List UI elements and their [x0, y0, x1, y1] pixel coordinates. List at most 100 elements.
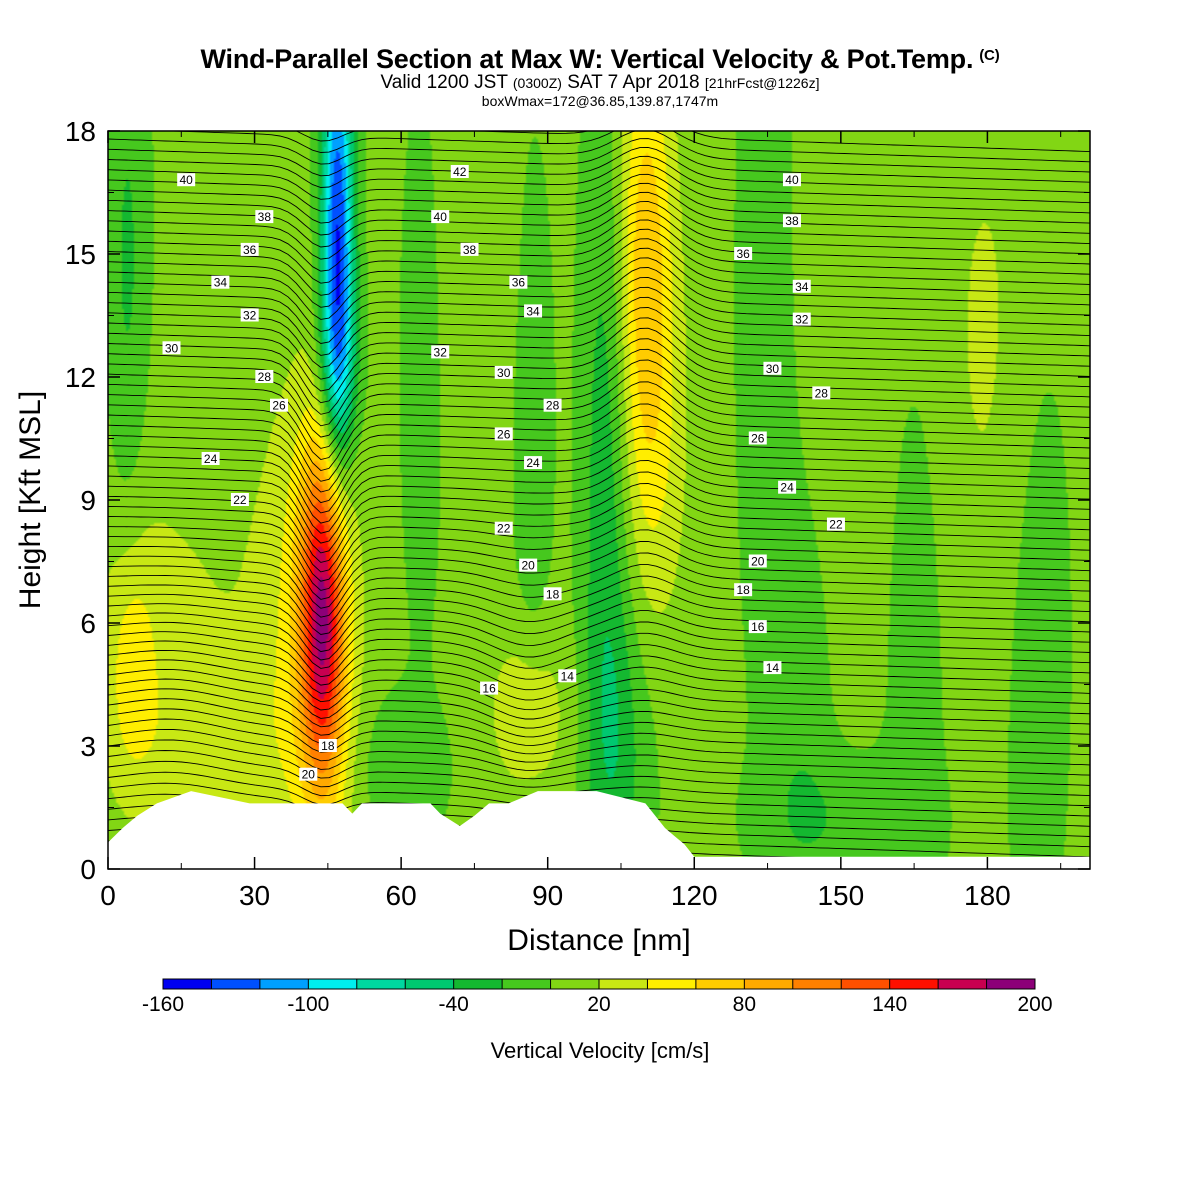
isentrope-label: 22	[230, 493, 249, 507]
isentrope-line	[108, 359, 1090, 449]
isentrope-label: 20	[748, 554, 767, 569]
isentrope-label-text: 14	[766, 661, 780, 675]
isentrope-label-bg	[734, 247, 753, 260]
colorbar-swatch	[599, 979, 648, 989]
isentrope-label-text: 40	[785, 173, 799, 187]
isentrope-label-text: 38	[258, 210, 272, 224]
isentrope-label-text: 20	[751, 555, 765, 569]
isentrope-line	[108, 621, 1090, 678]
isentrope-label-bg	[826, 517, 845, 531]
isentrope-line	[108, 173, 1090, 224]
isentrope-label: 30	[763, 361, 782, 376]
isentrope-label-text: 40	[179, 173, 193, 187]
isentrope-label: 32	[240, 308, 259, 323]
isentrope-label-bg	[269, 398, 288, 412]
colorbar-swatch	[744, 979, 794, 989]
isentrope-line	[108, 552, 1090, 618]
colorbar: -160 -100 -40 20 80 140 200	[142, 978, 1053, 1016]
isentrope-line	[108, 381, 1090, 471]
x-tick-label: 0	[100, 880, 116, 911]
isentrope-label-bg	[509, 275, 528, 289]
isentrope-label-text: 36	[243, 243, 257, 257]
isentrope-line	[108, 471, 1090, 554]
isentrope-label: 18	[543, 587, 562, 601]
chart-title: Wind-Parallel Section at Max W: Vertical…	[0, 44, 1200, 75]
isentrope-label: 36	[509, 275, 528, 290]
isentrope-label: 40	[177, 173, 196, 187]
isentrope-label-bg	[494, 365, 513, 379]
isentrope-label-text: 38	[463, 243, 477, 257]
isentrope-label-text: 22	[233, 493, 247, 507]
isentrope-line	[108, 131, 1090, 173]
isentrope-label: 34	[792, 279, 811, 294]
isentrope-line	[108, 327, 1090, 415]
isentrope-line	[108, 146, 1090, 193]
isentrope-line	[108, 276, 1090, 356]
isentrope-label: 38	[460, 242, 479, 257]
isentrope-label-bg	[763, 361, 782, 375]
isentrope-line	[108, 210, 1090, 272]
isentrope-label: 30	[494, 365, 513, 380]
isentrope-line	[108, 678, 1090, 729]
isentrope-label: 38	[255, 210, 274, 224]
isentrope-label-text: 30	[766, 362, 780, 376]
y-tick-label: 15	[65, 239, 96, 270]
isentrope-label-bg	[431, 345, 450, 359]
isentrope-label-bg	[255, 210, 274, 224]
isentrope-line	[108, 286, 1090, 368]
isentrope-label: 42	[450, 165, 469, 179]
isentrope-label-bg	[748, 554, 767, 568]
isentrope-line	[108, 593, 1090, 653]
isentrope-label: 28	[812, 386, 831, 400]
isentrope-line	[108, 584, 1090, 644]
isentrope-label-text: 24	[780, 481, 794, 495]
y-tick-label: 0	[80, 854, 96, 885]
isentrope-line	[108, 739, 1090, 786]
isentrope-label-bg	[240, 242, 259, 256]
box-info-line: boxWmax=172@36.85,139.87,1747m	[481, 93, 719, 109]
isentrope-line	[108, 238, 1090, 308]
colorbar-tick-label: -100	[287, 993, 329, 1016]
isentrope-label-bg	[431, 210, 450, 224]
isentrope-label: 22	[494, 521, 513, 536]
x-tick-label: 120	[671, 880, 718, 911]
isentrope-label: 30	[162, 341, 181, 355]
isentrope-line	[159, 131, 1090, 163]
isentrope-label-bg	[748, 431, 767, 445]
y-tick-label: 18	[65, 116, 96, 147]
isentrope-label-text: 38	[785, 214, 799, 228]
isentrope-label: 32	[431, 345, 450, 359]
isentrope-label-bg	[460, 242, 479, 256]
isentrope-label: 18	[734, 583, 753, 597]
isentrope-label: 36	[734, 247, 753, 261]
isentrope-line	[108, 483, 1090, 563]
isentrope-label-text: 24	[526, 456, 540, 470]
colorbar-swatch	[502, 979, 551, 989]
isentrope-label-bg	[299, 767, 318, 781]
isentrope-label-bg	[480, 681, 499, 695]
isentrope-label-text: 18	[321, 739, 335, 753]
colorbar-tick-label: -160	[142, 993, 184, 1016]
isentrope-label-text: 28	[546, 399, 560, 413]
colorbar-swatch	[211, 979, 261, 989]
isentrope-label-text: 16	[751, 620, 765, 634]
isentrope-line	[108, 219, 1090, 284]
isentrope-label-bg	[519, 558, 538, 572]
copyright-mark: (C)	[979, 47, 1000, 64]
isentrope-line	[108, 728, 1090, 776]
colorbar-swatch	[792, 979, 842, 989]
colorbar-tick-label: 20	[587, 993, 610, 1016]
colorbar-swatch	[841, 979, 890, 989]
isentrope-line	[108, 228, 1090, 296]
isentrope-label-bg	[792, 312, 811, 326]
isentrope-label-text: 26	[751, 432, 765, 446]
isentrope-line	[108, 307, 1090, 392]
isentrope-label-bg	[543, 398, 562, 412]
isentrope-label-text: 16	[482, 682, 496, 696]
isentrope-label-text: 26	[272, 399, 286, 413]
isentrope-line	[108, 603, 1090, 661]
isentrope-label: 16	[748, 620, 767, 634]
isentrope-label-text: 28	[815, 386, 829, 400]
colorbar-swatch	[259, 979, 309, 989]
isentrope-labels: 4038363432302826242242403836343230282624…	[162, 165, 845, 782]
